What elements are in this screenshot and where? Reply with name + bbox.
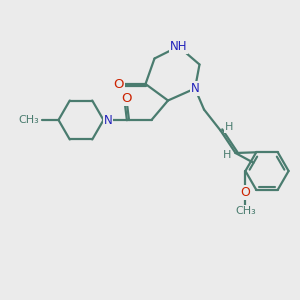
Text: O: O: [121, 92, 132, 105]
Text: N: N: [103, 113, 112, 127]
Text: N: N: [190, 82, 200, 95]
Text: H: H: [225, 122, 233, 132]
Text: H: H: [223, 150, 231, 161]
Text: O: O: [113, 77, 124, 91]
Text: CH₃: CH₃: [18, 115, 39, 125]
Text: NH: NH: [170, 40, 187, 53]
Text: O: O: [241, 186, 250, 199]
Text: CH₃: CH₃: [235, 206, 256, 216]
